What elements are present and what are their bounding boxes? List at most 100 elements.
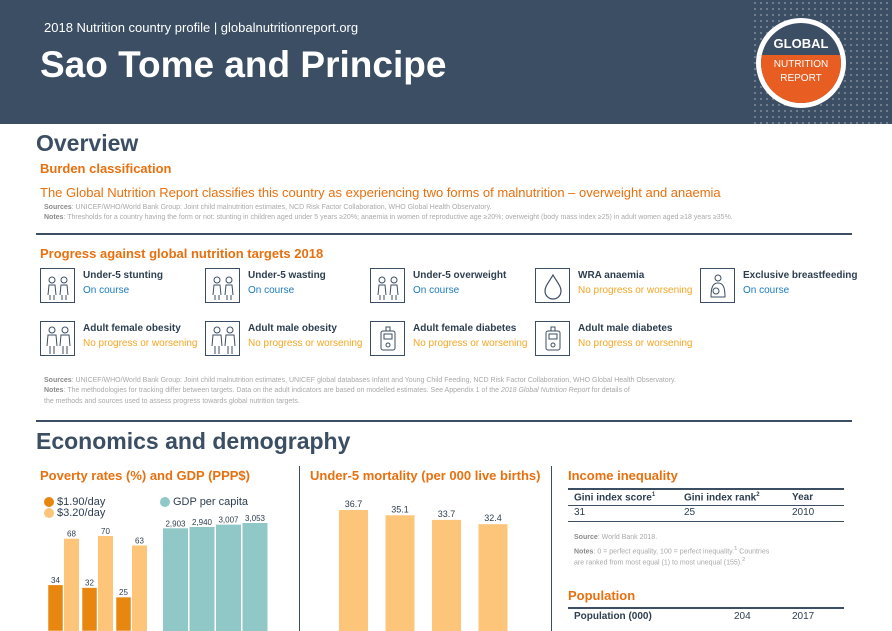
column-divider [551, 466, 552, 631]
inequality-table: Gini index score1 Gini index rank2 Year … [568, 488, 844, 524]
target-under-5-overweight: Under-5 overweight On course [370, 268, 535, 308]
children-icon [205, 268, 240, 303]
target-adult-female-obesity: Adult female obesity No progress or worse… [40, 321, 205, 361]
target-under-5-wasting: Under-5 wasting On course [205, 268, 370, 308]
data-label-320: 68 [67, 530, 76, 539]
target-name: Under-5 overweight [413, 270, 507, 281]
target-status: No progress or worsening [83, 338, 198, 349]
target-wra-anaemia: WRA anaemia No progress or worsening [535, 268, 700, 308]
overview-heading: Overview [36, 130, 139, 156]
target-name: Under-5 wasting [248, 270, 326, 281]
progress-heading: Progress against global nutrition target… [40, 246, 324, 261]
legend-190: $1.90/day [44, 496, 105, 508]
target-status: No progress or worsening [248, 338, 363, 349]
header-year: Year [792, 492, 814, 503]
population-label: Population (000) [574, 611, 652, 622]
data-label-mortality: 35.1 [391, 504, 409, 514]
population-year: 2017 [792, 611, 815, 622]
target-status: No progress or worsening [413, 338, 528, 349]
progress-notes-line2: the methods and sources used to assess p… [44, 398, 300, 405]
section-divider [36, 233, 852, 235]
header-subtitle: 2018 Nutrition country profile | globaln… [44, 20, 359, 35]
bar-gdp [216, 524, 241, 631]
header-gini-score: Gini index score1 [574, 492, 656, 504]
breastfeeding-icon [700, 268, 735, 303]
data-label-320: 70 [101, 527, 110, 536]
global-nutrition-report-logo: GLOBAL NUTRITION REPORT [756, 18, 846, 108]
logo-text-bottom: REPORT [780, 73, 822, 84]
children-icon [370, 268, 405, 303]
data-label-gdp: 3,007 [218, 516, 239, 525]
header-gini-rank: Gini index rank2 [684, 492, 760, 504]
bar-320 [64, 538, 79, 631]
population-table: Population (000) 204 2017 [568, 607, 844, 629]
children-icon [40, 268, 75, 303]
bar-gdp [163, 528, 188, 631]
burden-heading: Burden classification [40, 161, 172, 176]
target-name: WRA anaemia [578, 270, 645, 281]
poverty-heading: Poverty rates (%) and GDP (PPP$) [40, 468, 250, 483]
bar-320 [132, 545, 147, 631]
target-status: On course [83, 285, 130, 296]
target-name: Adult female obesity [83, 323, 181, 334]
table-header-row: Gini index score1 Gini index rank2 Year [568, 490, 844, 506]
data-label-190: 34 [51, 576, 60, 585]
overview-notes: Notes: Thresholds for a country having t… [44, 214, 733, 221]
target-status: No progress or worsening [578, 285, 693, 296]
target-name: Adult male diabetes [578, 323, 673, 334]
target-adult-male-diabetes: Adult male diabetes No progress or worsen… [535, 321, 700, 361]
table-row: Population (000) 204 2017 [568, 609, 844, 625]
data-label-190: 25 [119, 588, 128, 597]
legend-swatch [160, 497, 170, 507]
target-name: Under-5 stunting [83, 270, 163, 281]
data-label-mortality: 36.7 [345, 499, 363, 509]
adults-icon [205, 321, 240, 356]
target-status: On course [413, 285, 460, 296]
progress-sources: Sources: UNICEF/WHO/World Bank Group: Jo… [44, 377, 676, 384]
target-status: No progress or worsening [578, 338, 693, 349]
bar-gdp [242, 523, 268, 631]
cell-gini-rank: 25 [684, 507, 696, 518]
bar-mortality [385, 515, 415, 631]
target-name: Adult female diabetes [413, 323, 517, 334]
target-status: On course [743, 285, 790, 296]
bar-mortality [432, 519, 461, 631]
bar-320 [98, 536, 113, 631]
adults-icon [40, 321, 75, 356]
section-divider [36, 420, 852, 422]
legend-label: $3.20/day [57, 507, 106, 519]
target-exclusive-breastfeeding: Exclusive breastfeeding On course [700, 268, 865, 308]
legend-320: $3.20/day [44, 507, 105, 519]
bar-190 [115, 596, 132, 631]
blood-drop-icon [535, 268, 570, 303]
data-label-mortality: 32.4 [484, 513, 502, 523]
burden-text: The Global Nutrition Report classifies t… [40, 185, 721, 200]
progress-notes: Notes: The methodologies for tracking di… [44, 387, 630, 394]
data-label-320: 63 [135, 537, 144, 546]
legend-swatch [44, 497, 54, 507]
data-label-190: 32 [85, 579, 94, 588]
poverty-gdp-chart: 34 68 32 70 25 63 2,903 2,940 3,007 3,053 [47, 515, 268, 631]
economics-heading: Economics and demography [36, 428, 351, 454]
data-label-gdp: 2,903 [165, 519, 186, 528]
glucose-meter-icon [535, 321, 570, 356]
legend-swatch [44, 508, 54, 518]
inequality-notes: Notes: 0 = perfect equality, 100 = perfe… [574, 546, 770, 556]
table-row: 31 25 2010 [568, 505, 844, 521]
data-label-gdp: 3,053 [245, 515, 266, 523]
legend-label: $1.90/day [57, 496, 106, 508]
bar-mortality [478, 524, 508, 631]
target-adult-male-obesity: Adult male obesity No progress or worseni… [205, 321, 370, 361]
bar-mortality [339, 510, 368, 631]
mortality-chart: 36.7 35.1 33.7 32.4 [339, 499, 508, 631]
logo-text-mid: NUTRITION [773, 59, 829, 70]
data-label-gdp: 2,940 [192, 518, 213, 527]
bar-190 [47, 584, 64, 631]
inequality-notes-line2: are ranked from most equal (1) to most u… [574, 557, 746, 567]
mortality-heading: Under-5 mortality (per 000 live births) [310, 468, 541, 483]
logo-text-top: GLOBAL [773, 36, 829, 51]
target-adult-female-diabetes: Adult female diabetes No progress or wors… [370, 321, 535, 361]
data-label-mortality: 33.7 [438, 509, 456, 519]
target-under-5-stunting: Under-5 stunting On course [40, 268, 205, 308]
cell-year: 2010 [792, 507, 815, 518]
